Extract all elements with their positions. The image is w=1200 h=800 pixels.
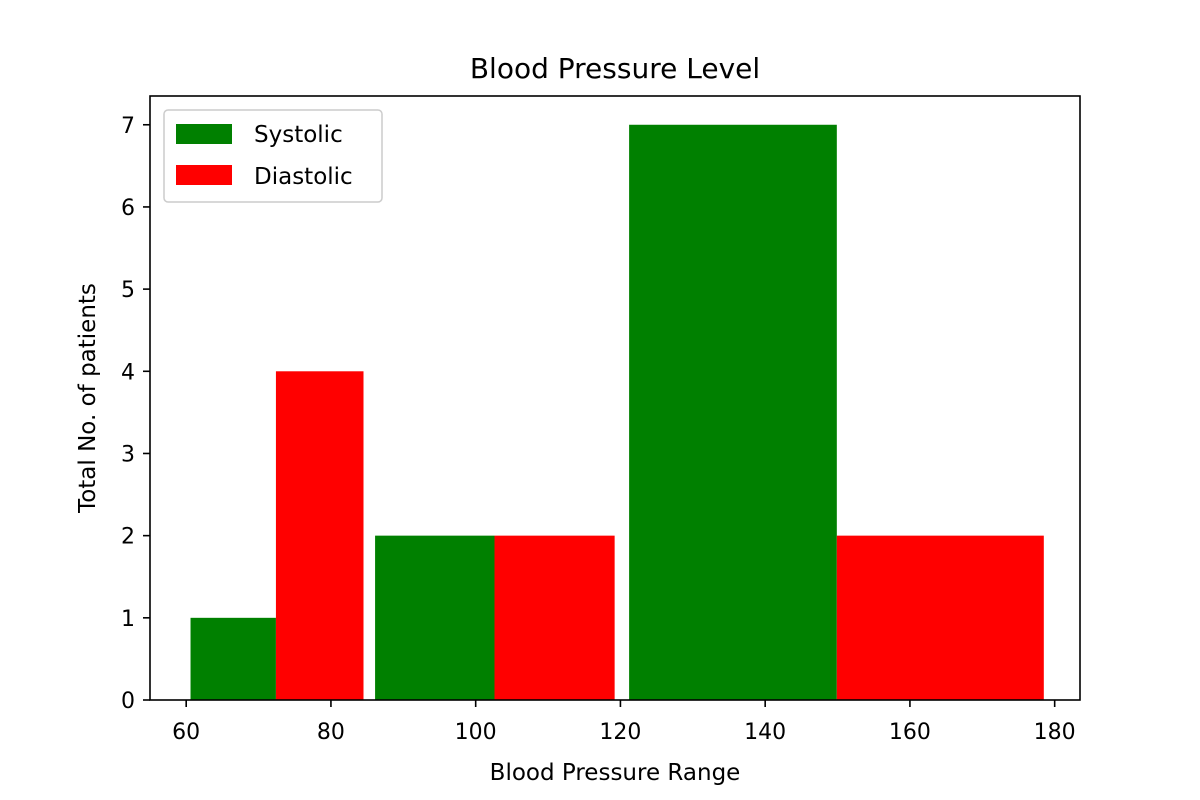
x-tick-label: 80 <box>317 720 345 745</box>
plot-frame <box>149 95 1081 701</box>
legend-swatch-systolic <box>176 124 232 144</box>
y-tick-label: 2 <box>121 525 135 550</box>
x-axis-ticks: 60 80 100 120 140 160 180 <box>172 700 1076 745</box>
x-axis-label: Blood Pressure Range <box>490 760 741 786</box>
y-tick-label: 0 <box>121 689 135 714</box>
legend-label-diastolic: Diastolic <box>254 164 353 190</box>
legend-swatch-diastolic <box>176 165 232 185</box>
bar-diastolic-3 <box>836 535 1044 700</box>
y-tick-label: 4 <box>121 360 135 385</box>
bar-systolic-1 <box>190 617 276 700</box>
x-tick-label: 180 <box>1034 720 1076 745</box>
chart-title: Blood Pressure Level <box>470 52 760 85</box>
y-tick-label: 7 <box>121 114 135 139</box>
y-axis-label: Total No. of patients <box>75 283 101 514</box>
legend: Systolic Diastolic <box>163 109 383 203</box>
bar-systolic-2 <box>375 535 495 700</box>
x-tick-label: 140 <box>744 720 786 745</box>
x-tick-label: 120 <box>599 720 641 745</box>
x-tick-label: 60 <box>172 720 200 745</box>
bar-diastolic-1 <box>275 371 364 700</box>
y-tick-label: 5 <box>121 278 135 303</box>
bar-systolic-3 <box>629 124 837 700</box>
y-tick-label: 1 <box>121 607 135 632</box>
y-axis-ticks: 0 1 2 3 4 5 6 7 <box>121 114 150 714</box>
x-tick-label: 160 <box>889 720 931 745</box>
bars-layer <box>190 124 1044 700</box>
y-tick-label: 6 <box>121 196 135 221</box>
legend-label-systolic: Systolic <box>254 122 343 148</box>
y-tick-label: 3 <box>121 442 135 467</box>
bar-diastolic-2 <box>494 535 615 700</box>
x-tick-label: 100 <box>455 720 497 745</box>
